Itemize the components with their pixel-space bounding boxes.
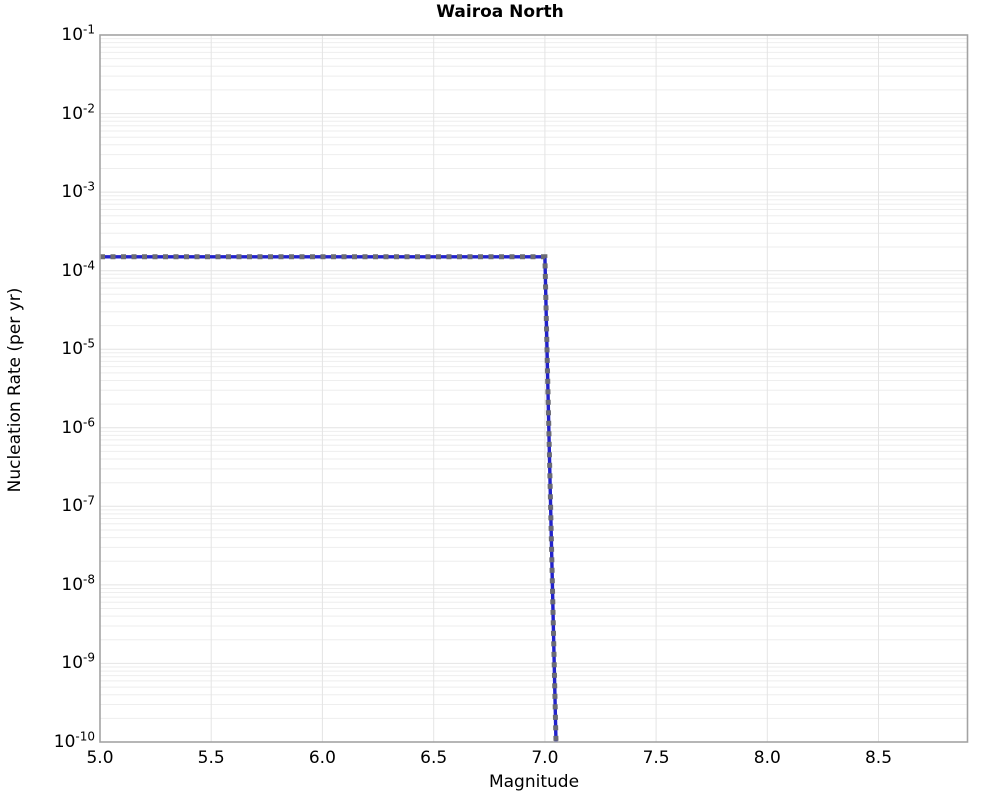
x-tick-label: 7.5	[642, 748, 670, 768]
y-tick-exponent: -4	[83, 258, 95, 273]
y-tick-label: 10-9	[61, 650, 95, 674]
y-tick-exponent: -1	[83, 22, 95, 37]
y-tick-base: 10	[61, 496, 84, 517]
y-tick-exponent: -2	[83, 100, 95, 115]
y-tick-exponent: -5	[83, 336, 95, 351]
y-tick-label: 10-7	[61, 493, 95, 517]
y-tick-label: 10-2	[61, 100, 95, 124]
y-tick-label: 10-1	[61, 22, 95, 45]
x-tick-label: 7.0	[531, 748, 559, 768]
chart-title: Wairoa North	[436, 2, 564, 22]
y-tick-exponent: -10	[75, 729, 95, 744]
y-tick-exponent: -9	[83, 650, 95, 665]
y-tick-label: 10-5	[61, 336, 95, 360]
y-tick-base: 10	[61, 25, 84, 45]
nucleation-rate-dashed-overlay	[100, 254, 559, 743]
x-axis-label: Magnitude	[488, 772, 580, 792]
nucleation-rate-solid	[100, 255, 558, 743]
y-tick-label: 10-6	[61, 415, 95, 438]
x-tick-label: 8.5	[864, 748, 893, 768]
y-tick-base: 10	[61, 339, 84, 360]
y-axis-label: Nucleation Rate (per yr)	[5, 287, 25, 493]
y-tick-label: 10-3	[61, 179, 95, 203]
x-tick-label: 5.5	[197, 748, 225, 768]
y-tick-base: 10	[61, 653, 84, 674]
y-tick-base: 10	[61, 103, 84, 124]
y-tick-base: 10	[61, 260, 84, 281]
y-tick-base: 10	[61, 417, 84, 438]
y-tick-label: 10-10	[53, 729, 95, 752]
x-tick-label: 6.5	[420, 748, 448, 768]
y-tick-exponent: -3	[83, 179, 95, 194]
x-tick-label: 8.0	[753, 748, 781, 768]
x-tick-label: 5.0	[86, 748, 114, 768]
y-tick-exponent: -7	[83, 493, 95, 508]
y-tick-base: 10	[61, 182, 84, 203]
x-tick-label: 6.0	[308, 748, 336, 768]
y-tick-exponent: -6	[83, 415, 95, 430]
y-tick-exponent: -8	[83, 572, 95, 587]
y-tick-label: 10-4	[61, 258, 95, 281]
y-tick-base: 10	[53, 732, 76, 752]
y-tick-label: 10-8	[61, 572, 95, 595]
plot-border	[99, 34, 969, 743]
y-tick-base: 10	[61, 574, 84, 595]
